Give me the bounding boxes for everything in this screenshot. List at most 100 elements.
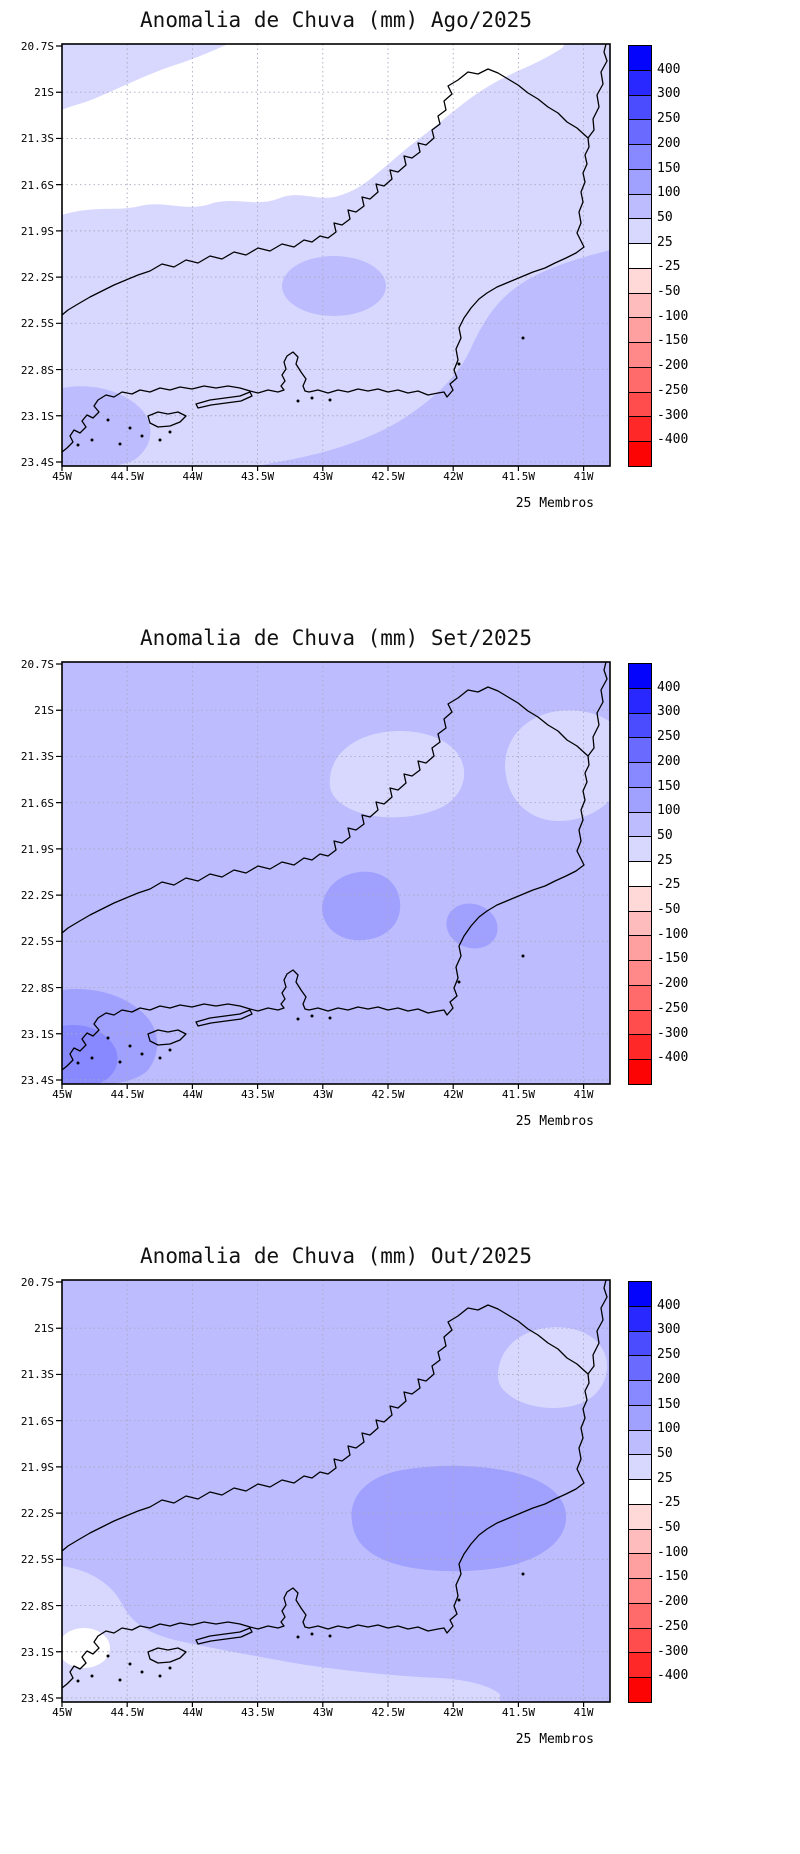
lat-axis: 20.7S 21S 21.3S 21.6S 21.9S 22.2S 22.5S 22.8S 23…: [0, 0, 58, 618]
colorbar: [628, 1281, 652, 1703]
lat-tick-label: 22.5S: [20, 935, 54, 949]
colorbar-label: -100: [657, 926, 689, 942]
anomaly-region: [62, 1628, 110, 1668]
lon-tick-label: 41.5W: [501, 1088, 535, 1101]
colorbar-label: -150: [657, 951, 689, 967]
lat-axis: 20.7S 21S 21.3S 21.6S 21.9S 22.2S 22.5S 22.8S 23…: [0, 618, 58, 1236]
plot-frame: [61, 661, 611, 1085]
lon-tick-label: 42W: [443, 470, 464, 483]
lat-tick-label: 21.6S: [20, 796, 54, 810]
colorbar-label: -100: [657, 1544, 689, 1560]
coastline: [62, 1280, 608, 1689]
colorbar-segment: [629, 244, 651, 269]
lat-tick-label: 22.2S: [20, 889, 54, 903]
colorbar-segment: [629, 1405, 651, 1431]
map-out: [56, 1279, 611, 1707]
colorbar-segment: [629, 1603, 651, 1629]
colorbar-label: -150: [657, 1569, 689, 1585]
lat-tick-label: 23.4S: [20, 1691, 54, 1705]
plot-frame: [61, 43, 611, 467]
lat-tick-label: 22.8S: [20, 1599, 54, 1613]
colorbar-labels: 400 300 250 200 150 100 50 25 -25 -50 -100 -150 -200…: [657, 663, 703, 1083]
islands: [147, 391, 253, 428]
colorbar-label: 25: [657, 234, 673, 250]
lon-tick-label: 44W: [182, 1088, 203, 1101]
anomaly-region: [351, 1465, 567, 1572]
colorbar-segment: [629, 713, 651, 739]
colorbar-label: -400: [657, 1050, 689, 1066]
colorbar-segment: [629, 194, 651, 220]
colorbar-label: 400: [657, 61, 681, 77]
colorbar-segment: [629, 1331, 651, 1357]
colorbar-label: -50: [657, 902, 681, 917]
lat-tick-label: 21S: [34, 1322, 54, 1336]
colorbar-segment: [629, 1504, 651, 1530]
lat-tick-label: 22.2S: [20, 271, 54, 285]
colorbar-label: 250: [657, 111, 681, 127]
panel-ago: Anomalia de Chuva (mm) Ago/2025 20.7S 21S…: [0, 0, 800, 618]
colorbar-segment: [629, 812, 651, 838]
colorbar-label: 150: [657, 160, 681, 176]
anomaly-region: [322, 871, 401, 941]
lat-tick-label: 20.7S: [20, 40, 54, 53]
colorbar-label: 400: [657, 1297, 681, 1313]
lat-tick-label: 23.4S: [20, 1073, 54, 1087]
colorbar-label: -400: [657, 432, 689, 448]
lat-tick-label: 21.9S: [20, 224, 54, 238]
colorbar-label: 150: [657, 778, 681, 794]
colorbar-segment: [629, 293, 651, 319]
islands: [147, 1627, 253, 1664]
colorbar-segment: [629, 664, 651, 689]
map-set: [56, 661, 611, 1089]
colorbar-label: 400: [657, 679, 681, 695]
members-label: 25 Membros: [515, 1732, 594, 1747]
colorbar-segment: [629, 169, 651, 195]
coastline: [62, 662, 608, 1071]
anomaly-region: [62, 44, 565, 215]
colorbar-labels: 400 300 250 200 150 100 50 25 -25 -50 -100 -150 -200…: [657, 1281, 703, 1701]
colorbar-segment: [629, 367, 651, 393]
colorbar-label: -300: [657, 1025, 689, 1041]
colorbar-label: -25: [657, 877, 681, 893]
lon-tick-label: 43.5W: [241, 470, 275, 483]
lon-tick-label: 44W: [182, 1706, 203, 1719]
colorbar: [628, 663, 652, 1085]
lat-tick-label: 21.3S: [20, 132, 54, 146]
colorbar-segment: [629, 1282, 651, 1307]
colorbar-label: -150: [657, 333, 689, 349]
panel-title: Anomalia de Chuva (mm) Set/2025: [140, 626, 532, 650]
anomaly-region: [257, 250, 610, 466]
panel-title: Anomalia de Chuva (mm) Out/2025: [140, 1244, 532, 1268]
colorbar-segment: [629, 70, 651, 96]
colorbar-label: 100: [657, 803, 681, 819]
lat-tick-label: 22.2S: [20, 1507, 54, 1521]
colorbar-label: -400: [657, 1668, 689, 1684]
colorbar-segment: [629, 1306, 651, 1332]
colorbar-segment: [629, 961, 651, 986]
lat-tick-label: 22.8S: [20, 981, 54, 995]
colorbar-segment: [629, 985, 651, 1011]
members-label: 25 Membros: [515, 1114, 594, 1129]
colorbar-segment: [629, 1381, 651, 1406]
colorbar-label: 250: [657, 1347, 681, 1363]
lon-tick-label: 41.5W: [501, 1706, 535, 1719]
lat-tick-label: 20.7S: [20, 1276, 54, 1289]
lat-tick-label: 23.1S: [20, 409, 54, 423]
lon-tick-label: 43W: [312, 470, 333, 483]
colorbar-label: -200: [657, 1594, 689, 1610]
anomaly-region: [498, 1327, 608, 1408]
colorbar-segment: [629, 886, 651, 912]
lat-tick-label: 21S: [34, 704, 54, 718]
lat-tick-label: 21.3S: [20, 1368, 54, 1382]
lat-tick-label: 23.4S: [20, 455, 54, 469]
colorbar-segment: [629, 1653, 651, 1679]
colorbar-label: 300: [657, 86, 681, 102]
lon-tick-label: 43W: [312, 1088, 333, 1101]
colorbar-label: 25: [657, 852, 673, 868]
lon-tick-label: 41W: [573, 1706, 594, 1719]
colorbar-segment: [629, 1430, 651, 1456]
tick-layer: [56, 663, 585, 1089]
anomaly-region: [62, 386, 151, 466]
colorbar-segment: [629, 837, 651, 863]
